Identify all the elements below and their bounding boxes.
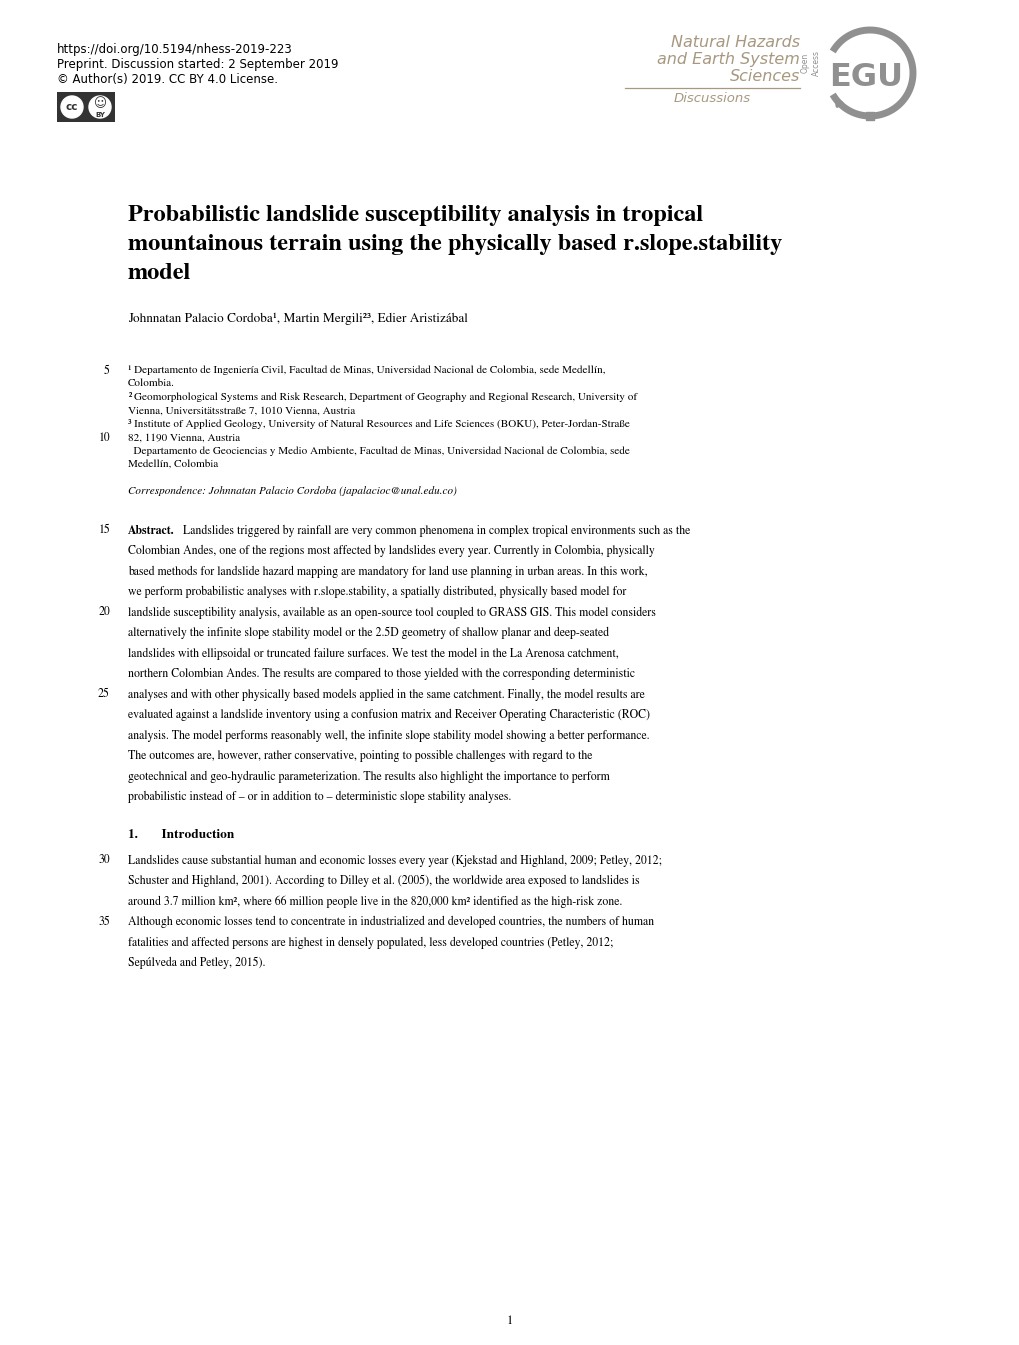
Circle shape — [61, 95, 83, 118]
Text: geotechnical and geo-hydraulic parameterization. The results also highlight the : geotechnical and geo-hydraulic parameter… — [127, 771, 609, 783]
Text: 1.       Introduction: 1. Introduction — [127, 830, 234, 842]
Text: Natural Hazards: Natural Hazards — [671, 35, 799, 50]
Text: evaluated against a landslide inventory using a confusion matrix and Receiver Op: evaluated against a landslide inventory … — [127, 709, 649, 721]
Text: 5: 5 — [104, 364, 110, 377]
Text: Landslides triggered by rainfall are very common phenomena in complex tropical e: Landslides triggered by rainfall are ver… — [182, 525, 690, 537]
Text: ² Geomorphological Systems and Risk Research, Department of Geography and Region: ² Geomorphological Systems and Risk Rese… — [127, 391, 637, 402]
Text: The outcomes are, however, rather conservative, pointing to possible challenges : The outcomes are, however, rather conser… — [127, 751, 592, 763]
Text: analysis. The model performs reasonably well, the infinite slope stability model: analysis. The model performs reasonably … — [127, 729, 649, 742]
Text: Sepúlveda and Petley, 2015).: Sepúlveda and Petley, 2015). — [127, 958, 265, 970]
Text: ☺: ☺ — [94, 97, 106, 110]
Text: EGU: EGU — [828, 62, 902, 93]
Text: 25: 25 — [98, 689, 110, 701]
Text: Sciences: Sciences — [729, 69, 799, 83]
Text: and Earth System: and Earth System — [656, 52, 799, 67]
Text: landslide susceptibility analysis, available as an open-source tool coupled to G: landslide susceptibility analysis, avail… — [127, 607, 655, 619]
Text: fatalities and affected persons are highest in densely populated, less developed: fatalities and affected persons are high… — [127, 936, 612, 948]
Circle shape — [89, 95, 111, 118]
Text: 10: 10 — [98, 433, 110, 444]
Text: 15: 15 — [98, 525, 110, 537]
Text: around 3.7 million km², where 66 million people live in the 820,000 km² identifi: around 3.7 million km², where 66 million… — [127, 896, 622, 908]
Text: northern Colombian Andes. The results are compared to those yielded with the cor: northern Colombian Andes. The results ar… — [127, 668, 635, 681]
Text: ¹ Departamento de Ingeniería Civil, Facultad de Minas, Universidad Nacional de C: ¹ Departamento de Ingeniería Civil, Facu… — [127, 364, 605, 375]
Text: https://doi.org/10.5194/nhess-2019-223: https://doi.org/10.5194/nhess-2019-223 — [57, 43, 292, 56]
Text: alternatively the infinite slope stability model or the 2.5D geometry of shallow: alternatively the infinite slope stabili… — [127, 627, 608, 639]
Text: BY: BY — [95, 112, 105, 118]
Text: Medellín, Colombia: Medellín, Colombia — [127, 460, 218, 469]
Text: landslides with ellipsoidal or truncated failure surfaces. We test the model in : landslides with ellipsoidal or truncated… — [127, 647, 619, 660]
Text: Landslides cause substantial human and economic losses every year (Kjekstad and : Landslides cause substantial human and e… — [127, 854, 661, 866]
Text: Although economic losses tend to concentrate in industrialized and developed cou: Although economic losses tend to concent… — [127, 916, 653, 928]
Text: Schuster and Highland, 2001). According to Dilley et al. (2005), the worldwide a: Schuster and Highland, 2001). According … — [127, 876, 639, 888]
Text: ³ Institute of Applied Geology, University of Natural Resources and Life Science: ³ Institute of Applied Geology, Universi… — [127, 420, 630, 429]
Text: Preprint. Discussion started: 2 September 2019: Preprint. Discussion started: 2 Septembe… — [57, 58, 338, 71]
Text: Discussions: Discussions — [673, 91, 750, 105]
Text: © Author(s) 2019. CC BY 4.0 License.: © Author(s) 2019. CC BY 4.0 License. — [57, 73, 278, 86]
Text: 30: 30 — [98, 854, 110, 866]
Text: based methods for landslide hazard mapping are mandatory for land use planning i: based methods for landslide hazard mappi… — [127, 565, 647, 578]
Text: Probabilistic landslide susceptibility analysis in tropical: Probabilistic landslide susceptibility a… — [127, 204, 702, 226]
Text: 1: 1 — [506, 1315, 513, 1326]
Text: mountainous terrain using the physically based r.slope.stability: mountainous terrain using the physically… — [127, 234, 782, 256]
Text: 82, 1190 Vienna, Austria: 82, 1190 Vienna, Austria — [127, 433, 239, 443]
Text: model: model — [127, 264, 192, 284]
Text: Open
Access: Open Access — [800, 50, 820, 77]
Text: Vienna, Universitätsstraße 7, 1010 Vienna, Austria: Vienna, Universitätsstraße 7, 1010 Vienn… — [127, 405, 355, 416]
Text: cc: cc — [65, 102, 78, 112]
Bar — [57, 91, 115, 122]
Text: probabilistic instead of – or in addition to – deterministic slope stability ana: probabilistic instead of – or in additio… — [127, 791, 511, 803]
Text: Colombia.: Colombia. — [127, 378, 174, 389]
Text: analyses and with other physically based models applied in the same catchment. F: analyses and with other physically based… — [127, 689, 644, 701]
Text: we perform probabilistic analyses with r.slope.stability, a spatially distribute: we perform probabilistic analyses with r… — [127, 586, 626, 599]
Text: Correspondence: Johnnatan Palacio Cordoba (japalacioc@unal.edu.co): Correspondence: Johnnatan Palacio Cordob… — [127, 487, 457, 496]
Text: Abstract.: Abstract. — [127, 525, 174, 537]
Text: ⁴ Departamento de Geociencias y Medio Ambiente, Facultad de Minas, Universidad N: ⁴ Departamento de Geociencias y Medio Am… — [127, 447, 630, 456]
Text: 35: 35 — [98, 916, 110, 928]
Text: 20: 20 — [98, 607, 110, 619]
Text: Johnnatan Palacio Cordoba¹, Martin Mergili²³, Edier Aristizábal⁴: Johnnatan Palacio Cordoba¹, Martin Mergi… — [127, 313, 471, 325]
Text: Colombian Andes, one of the regions most affected by landslides every year. Curr: Colombian Andes, one of the regions most… — [127, 545, 654, 557]
